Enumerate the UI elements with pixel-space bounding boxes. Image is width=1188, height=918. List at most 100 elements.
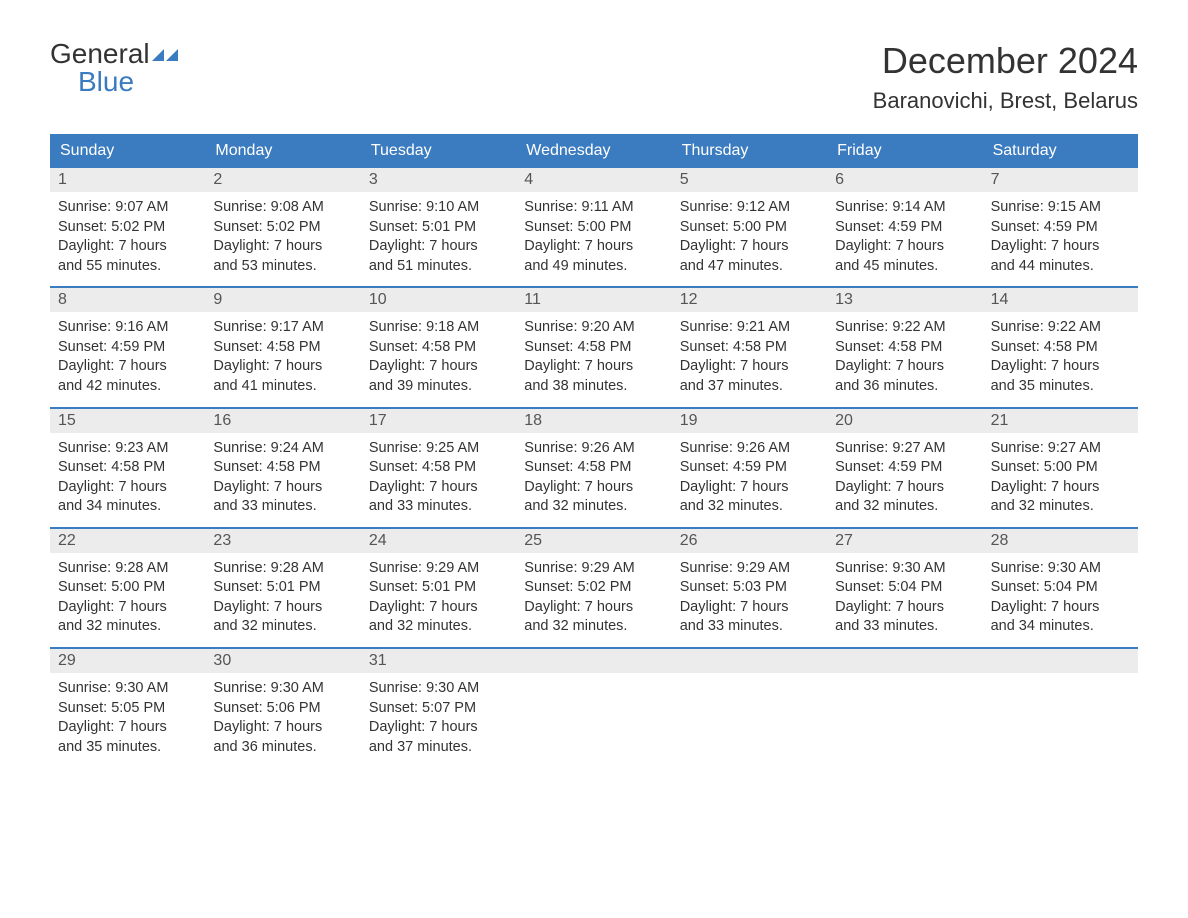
cell-daylight2: and 36 minutes. bbox=[835, 377, 974, 397]
calendar-cell: 3Sunrise: 9:10 AMSunset: 5:01 PMDaylight… bbox=[361, 168, 516, 286]
cell-body: Sunrise: 9:14 AMSunset: 4:59 PMDaylight:… bbox=[827, 192, 982, 286]
cell-sunset: Sunset: 5:05 PM bbox=[58, 699, 197, 719]
day-header: Wednesday bbox=[516, 134, 671, 168]
day-header: Saturday bbox=[983, 134, 1138, 168]
cell-daylight2: and 36 minutes. bbox=[213, 738, 352, 758]
logo-line2: Blue bbox=[50, 68, 134, 96]
calendar-cell: 17Sunrise: 9:25 AMSunset: 4:58 PMDayligh… bbox=[361, 409, 516, 527]
cell-sunrise: Sunrise: 9:26 AM bbox=[680, 439, 819, 459]
cell-daylight1: Daylight: 7 hours bbox=[524, 598, 663, 618]
cell-sunset: Sunset: 5:00 PM bbox=[58, 578, 197, 598]
date-number: 7 bbox=[983, 168, 1138, 192]
cell-daylight1: Daylight: 7 hours bbox=[369, 718, 508, 738]
calendar-cell: 25Sunrise: 9:29 AMSunset: 5:02 PMDayligh… bbox=[516, 529, 671, 647]
cell-body: Sunrise: 9:30 AMSunset: 5:07 PMDaylight:… bbox=[361, 673, 516, 767]
logo-triangle-icon bbox=[150, 45, 180, 68]
cell-sunrise: Sunrise: 9:30 AM bbox=[991, 559, 1130, 579]
cell-daylight2: and 44 minutes. bbox=[991, 257, 1130, 277]
calendar-cell bbox=[983, 649, 1138, 767]
calendar-cell: 31Sunrise: 9:30 AMSunset: 5:07 PMDayligh… bbox=[361, 649, 516, 767]
date-number: 24 bbox=[361, 529, 516, 553]
cell-daylight2: and 47 minutes. bbox=[680, 257, 819, 277]
calendar-cell: 4Sunrise: 9:11 AMSunset: 5:00 PMDaylight… bbox=[516, 168, 671, 286]
date-number: 13 bbox=[827, 288, 982, 312]
cell-body: Sunrise: 9:17 AMSunset: 4:58 PMDaylight:… bbox=[205, 312, 360, 406]
date-number: 27 bbox=[827, 529, 982, 553]
cell-sunset: Sunset: 5:03 PM bbox=[680, 578, 819, 598]
location-text: Baranovichi, Brest, Belarus bbox=[873, 88, 1138, 114]
cell-daylight2: and 34 minutes. bbox=[58, 497, 197, 517]
calendar-cell: 22Sunrise: 9:28 AMSunset: 5:00 PMDayligh… bbox=[50, 529, 205, 647]
cell-sunset: Sunset: 5:00 PM bbox=[991, 458, 1130, 478]
date-number: 8 bbox=[50, 288, 205, 312]
cell-sunrise: Sunrise: 9:10 AM bbox=[369, 198, 508, 218]
cell-body: Sunrise: 9:27 AMSunset: 5:00 PMDaylight:… bbox=[983, 433, 1138, 527]
cell-daylight2: and 33 minutes. bbox=[680, 617, 819, 637]
day-header: Thursday bbox=[672, 134, 827, 168]
empty-date-bar bbox=[827, 649, 982, 673]
date-number: 29 bbox=[50, 649, 205, 673]
cell-daylight2: and 39 minutes. bbox=[369, 377, 508, 397]
date-number: 31 bbox=[361, 649, 516, 673]
calendar-cell: 16Sunrise: 9:24 AMSunset: 4:58 PMDayligh… bbox=[205, 409, 360, 527]
date-number: 2 bbox=[205, 168, 360, 192]
date-number: 23 bbox=[205, 529, 360, 553]
cell-daylight1: Daylight: 7 hours bbox=[213, 237, 352, 257]
cell-sunset: Sunset: 4:58 PM bbox=[680, 338, 819, 358]
cell-body: Sunrise: 9:07 AMSunset: 5:02 PMDaylight:… bbox=[50, 192, 205, 286]
cell-body: Sunrise: 9:16 AMSunset: 4:59 PMDaylight:… bbox=[50, 312, 205, 406]
cell-body: Sunrise: 9:30 AMSunset: 5:04 PMDaylight:… bbox=[983, 553, 1138, 647]
cell-sunset: Sunset: 4:59 PM bbox=[680, 458, 819, 478]
cell-daylight1: Daylight: 7 hours bbox=[991, 357, 1130, 377]
cell-sunset: Sunset: 5:01 PM bbox=[369, 218, 508, 238]
logo-text-general: General bbox=[50, 38, 150, 69]
cell-sunrise: Sunrise: 9:27 AM bbox=[991, 439, 1130, 459]
cell-body: Sunrise: 9:11 AMSunset: 5:00 PMDaylight:… bbox=[516, 192, 671, 286]
cell-body: Sunrise: 9:25 AMSunset: 4:58 PMDaylight:… bbox=[361, 433, 516, 527]
cell-sunrise: Sunrise: 9:17 AM bbox=[213, 318, 352, 338]
cell-sunrise: Sunrise: 9:25 AM bbox=[369, 439, 508, 459]
cell-daylight1: Daylight: 7 hours bbox=[369, 598, 508, 618]
cell-body: Sunrise: 9:12 AMSunset: 5:00 PMDaylight:… bbox=[672, 192, 827, 286]
calendar-cell: 2Sunrise: 9:08 AMSunset: 5:02 PMDaylight… bbox=[205, 168, 360, 286]
empty-date-bar bbox=[516, 649, 671, 673]
date-number: 25 bbox=[516, 529, 671, 553]
calendar-cell: 15Sunrise: 9:23 AMSunset: 4:58 PMDayligh… bbox=[50, 409, 205, 527]
day-header: Tuesday bbox=[361, 134, 516, 168]
cell-sunrise: Sunrise: 9:26 AM bbox=[524, 439, 663, 459]
calendar-cell: 23Sunrise: 9:28 AMSunset: 5:01 PMDayligh… bbox=[205, 529, 360, 647]
cell-sunrise: Sunrise: 9:28 AM bbox=[213, 559, 352, 579]
date-number: 14 bbox=[983, 288, 1138, 312]
cell-daylight1: Daylight: 7 hours bbox=[524, 237, 663, 257]
cell-body: Sunrise: 9:22 AMSunset: 4:58 PMDaylight:… bbox=[827, 312, 982, 406]
cell-daylight2: and 32 minutes. bbox=[213, 617, 352, 637]
cell-daylight2: and 42 minutes. bbox=[58, 377, 197, 397]
cell-daylight1: Daylight: 7 hours bbox=[680, 237, 819, 257]
empty-date-bar bbox=[983, 649, 1138, 673]
date-number: 6 bbox=[827, 168, 982, 192]
date-number: 26 bbox=[672, 529, 827, 553]
cell-sunset: Sunset: 4:58 PM bbox=[58, 458, 197, 478]
cell-sunset: Sunset: 5:01 PM bbox=[369, 578, 508, 598]
cell-sunrise: Sunrise: 9:27 AM bbox=[835, 439, 974, 459]
date-number: 17 bbox=[361, 409, 516, 433]
cell-daylight2: and 49 minutes. bbox=[524, 257, 663, 277]
cell-sunrise: Sunrise: 9:16 AM bbox=[58, 318, 197, 338]
cell-body: Sunrise: 9:10 AMSunset: 5:01 PMDaylight:… bbox=[361, 192, 516, 286]
cell-sunrise: Sunrise: 9:30 AM bbox=[213, 679, 352, 699]
cell-sunset: Sunset: 5:04 PM bbox=[991, 578, 1130, 598]
cell-daylight1: Daylight: 7 hours bbox=[213, 357, 352, 377]
cell-sunrise: Sunrise: 9:08 AM bbox=[213, 198, 352, 218]
cell-daylight2: and 37 minutes. bbox=[369, 738, 508, 758]
calendar-cell: 19Sunrise: 9:26 AMSunset: 4:59 PMDayligh… bbox=[672, 409, 827, 527]
cell-sunrise: Sunrise: 9:18 AM bbox=[369, 318, 508, 338]
cell-daylight2: and 41 minutes. bbox=[213, 377, 352, 397]
cell-daylight2: and 32 minutes. bbox=[680, 497, 819, 517]
cell-daylight1: Daylight: 7 hours bbox=[991, 237, 1130, 257]
calendar-grid: SundayMondayTuesdayWednesdayThursdayFrid… bbox=[50, 134, 1138, 767]
cell-body: Sunrise: 9:21 AMSunset: 4:58 PMDaylight:… bbox=[672, 312, 827, 406]
cell-daylight2: and 34 minutes. bbox=[991, 617, 1130, 637]
logo-text-blue: Blue bbox=[50, 66, 134, 97]
calendar-cell: 30Sunrise: 9:30 AMSunset: 5:06 PMDayligh… bbox=[205, 649, 360, 767]
cell-daylight2: and 32 minutes. bbox=[524, 617, 663, 637]
